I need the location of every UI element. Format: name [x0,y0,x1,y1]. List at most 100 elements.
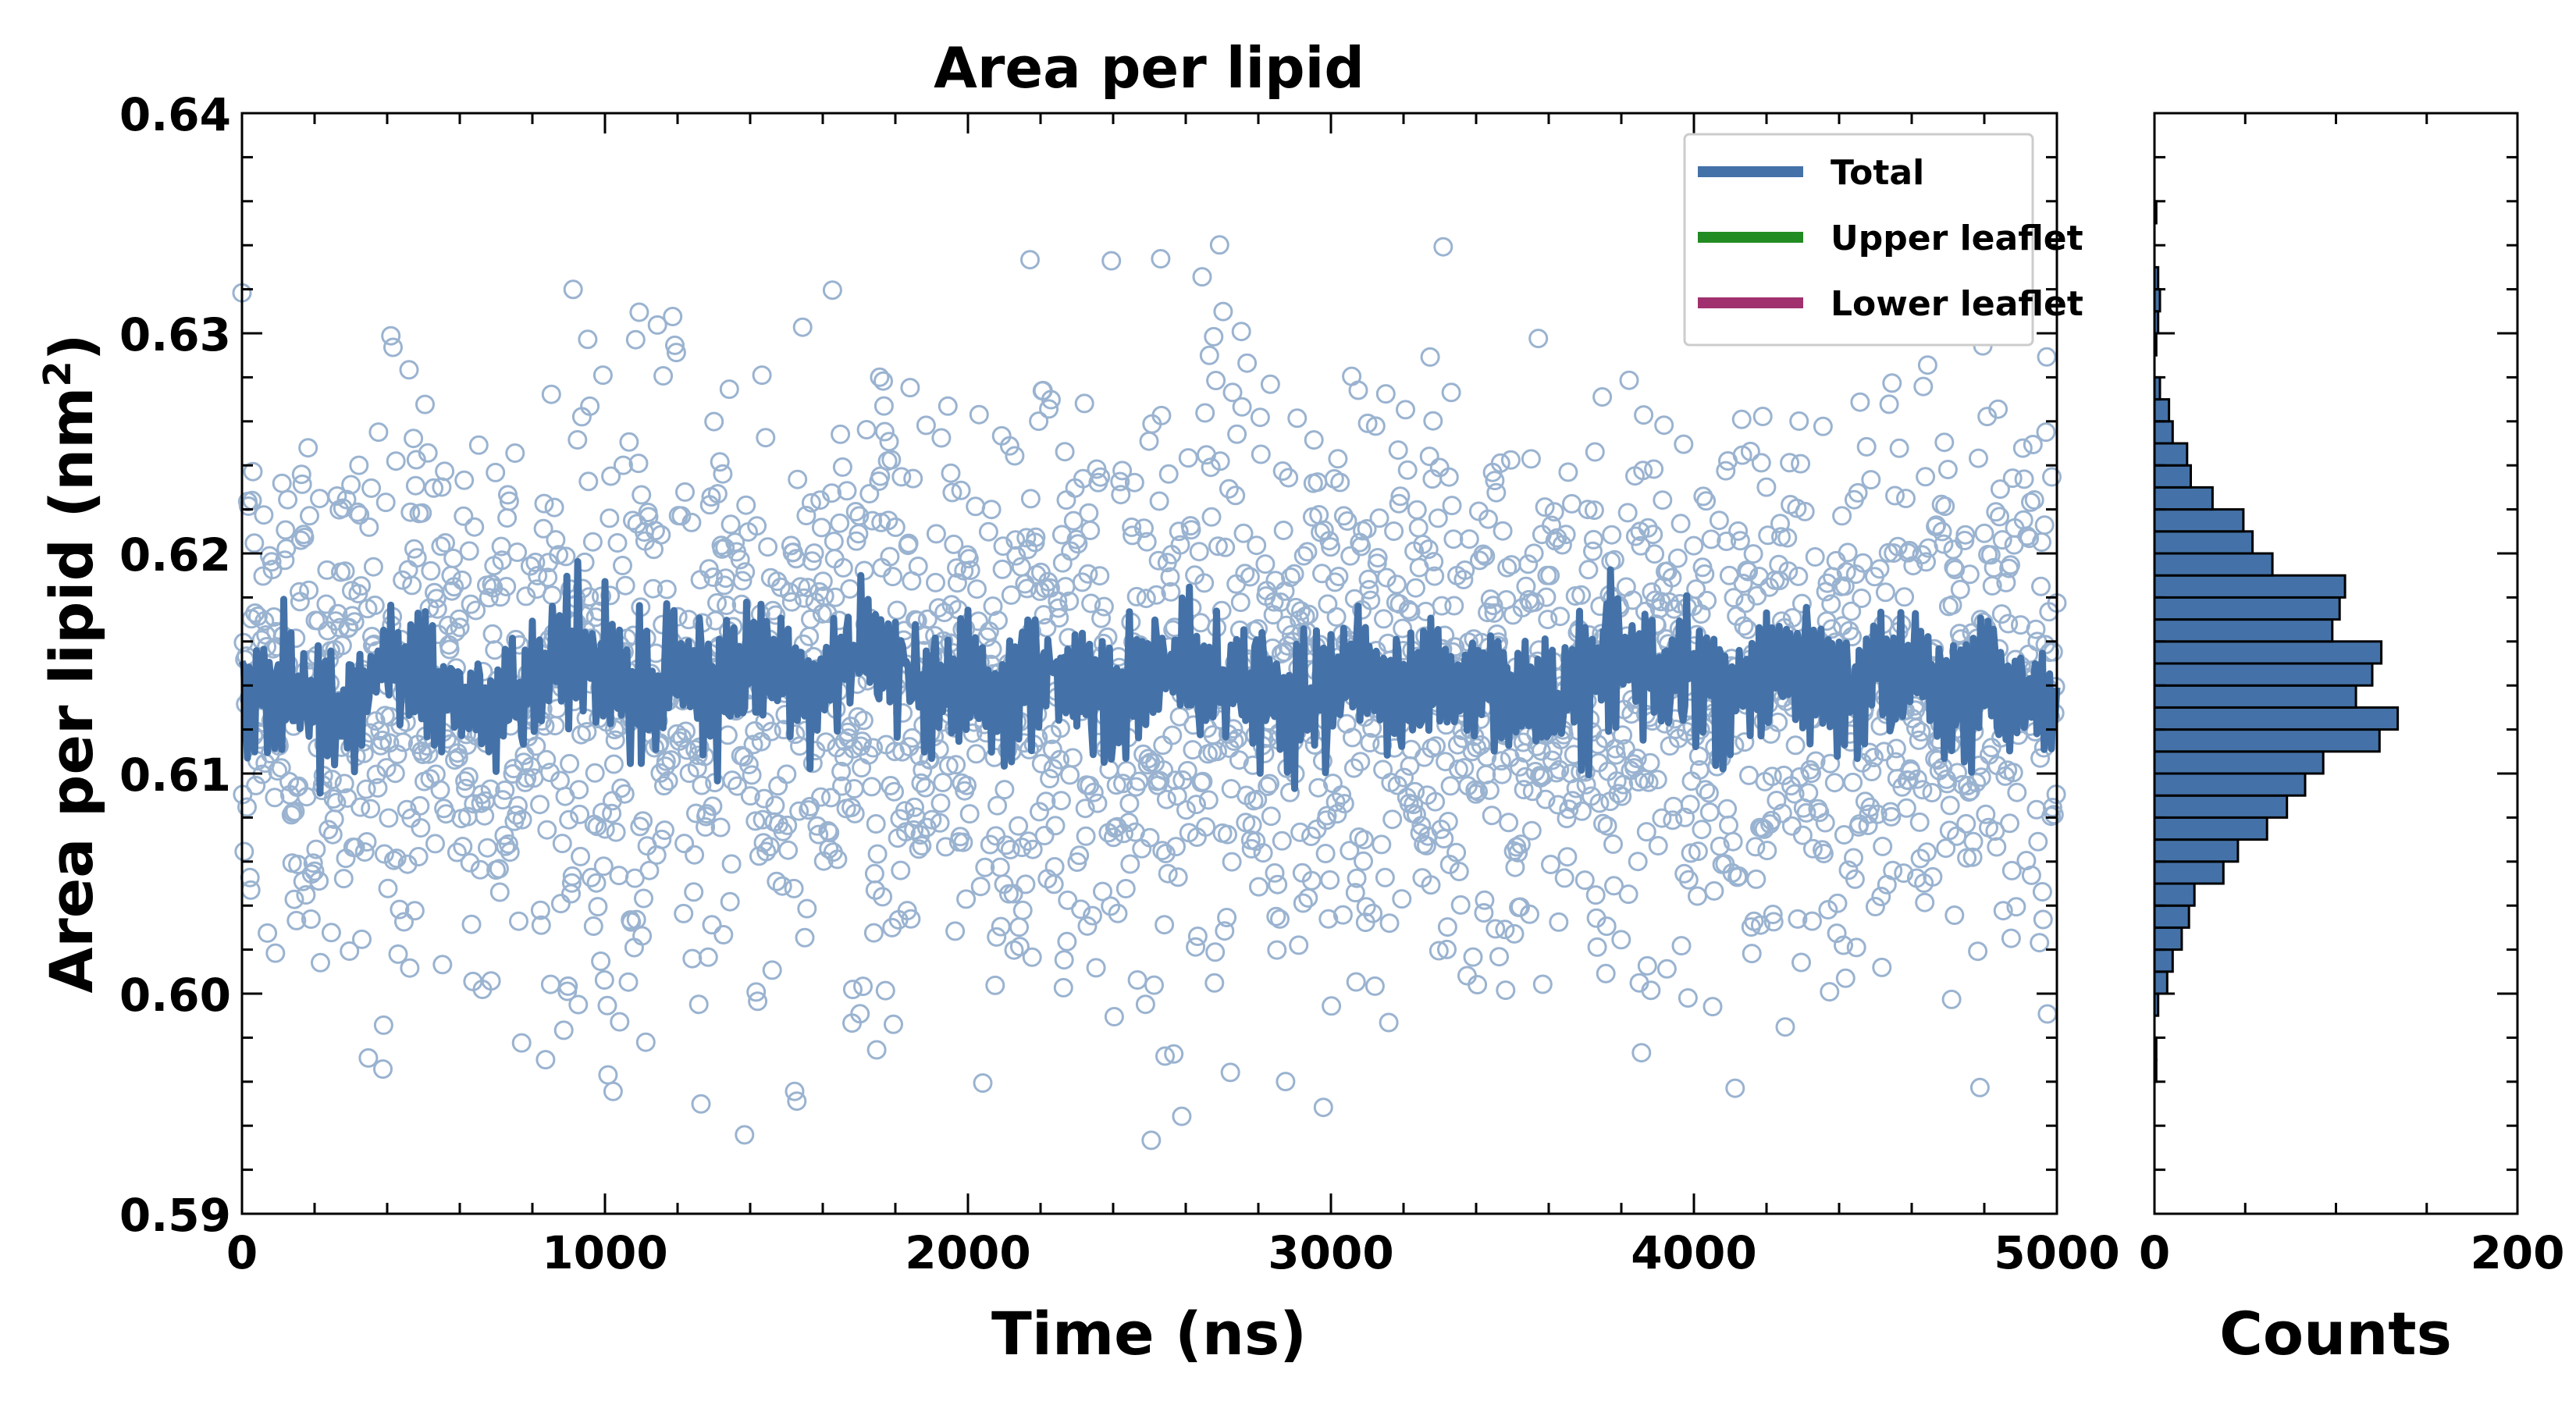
scatter-point [1476,764,1496,784]
scatter-point [1510,834,1531,855]
scatter-point [1781,816,1802,836]
scatter-point [1742,944,1762,964]
scatter-point [1136,589,1156,609]
scatter-point [1457,966,1477,986]
scatter-point [891,860,911,880]
scatter-point [1215,537,1236,557]
scatter-point [1425,791,1446,812]
scatter-point [306,839,326,859]
scatter-point [292,474,312,494]
scatter-point [582,867,601,887]
scatter-point [1684,535,1704,556]
scatter-point [967,579,987,599]
scatter-point [1266,906,1286,927]
scatter-point [1834,935,1853,955]
scatter-point [1913,376,1934,397]
scatter-point [1192,267,1212,287]
scatter-point [1518,554,1539,574]
scatter-point [1788,909,1808,929]
scatter-point [1886,738,1906,759]
scatter-point [830,513,850,533]
scatter-point [1119,793,1140,813]
scatter-point [1882,373,1902,393]
scatter-point [1058,890,1078,910]
scatter-point [1631,1043,1652,1063]
scatter-point [1493,521,1513,541]
scatter-point [1841,601,1862,621]
scatter-point [1896,798,1916,818]
scatter-point [386,451,406,471]
scatter-point [1750,915,1770,935]
scatter-point [1935,496,1955,517]
scatter-point [1845,869,1865,889]
scatter-point [813,571,833,592]
scatter-point [707,592,727,613]
scatter-point [1433,237,1453,257]
scatter-point [1080,521,1101,540]
scatter-point [1647,770,1667,790]
scatter-point [864,863,884,884]
scatter-point [652,829,672,849]
scatter-point [347,502,368,522]
scatter-point [1151,249,1171,269]
scatter-point [787,1091,807,1112]
scatter-point [781,592,802,612]
scatter-point [309,871,329,891]
scatter-point [553,1020,574,1040]
scatter-point [1969,448,1988,468]
scatter-point [1475,546,1496,566]
scatter-point [1172,770,1193,790]
scatter-point [959,549,979,569]
scatter-point [859,484,880,503]
scatter-point [1003,884,1023,904]
scatter-point [1363,903,1383,923]
scatter-point [1611,930,1631,950]
scatter-point [661,750,681,770]
scatter-point [1796,802,1816,823]
scatter-point [1083,905,1102,926]
scatter-point [1827,923,1847,944]
scatter-point [802,551,822,571]
scatter-point [1187,927,1208,946]
scatter-point [558,976,578,996]
scatter-point [410,795,430,816]
scatter-point [754,788,774,809]
scatter-point [286,910,307,930]
scatter-point [446,622,465,642]
scatter-point [2001,555,2020,575]
scatter-point [1923,866,1943,887]
histogram-bar [2153,948,2174,973]
scatter-point [686,803,706,823]
scatter-point [682,948,703,969]
scatter-point [1633,461,1653,481]
scatter-point [1780,453,1800,473]
scatter-point [1009,917,1029,937]
scatter-point [1365,416,1386,436]
scatter-point [420,769,440,789]
scatter-point [2037,1004,2058,1024]
scatter-point [1169,521,1189,542]
scatter-point [1420,347,1440,367]
scatter-point [358,1048,379,1068]
scatter-point [1091,608,1112,628]
scatter-point [671,506,692,526]
scatter-point [1187,795,1206,815]
scatter-point [1048,598,1069,618]
histogram-bar [2153,860,2225,885]
scatter-point [1738,561,1759,582]
scatter-point [497,508,518,528]
scatter-point [1361,590,1381,610]
scatter-point [1772,803,1792,823]
scatter-point [435,461,455,482]
y-tick-label: 0.61 [119,749,231,802]
scatter-point [560,753,580,774]
scatter-point [404,429,424,449]
scatter-point [639,860,660,880]
scatter-point [276,520,296,540]
scatter-point [568,994,589,1015]
scatter-point [978,521,998,542]
scatter-point [1615,739,1635,759]
scatter-point [1991,604,2012,624]
scatter-point [1723,831,1743,852]
